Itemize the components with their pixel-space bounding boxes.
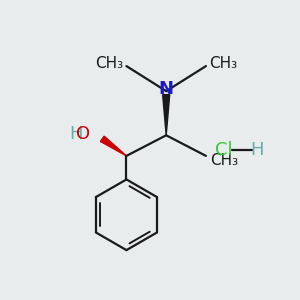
Text: H: H: [69, 125, 83, 143]
Text: CH₃: CH₃: [210, 153, 238, 168]
Text: O: O: [76, 125, 90, 143]
Text: CH₃: CH₃: [209, 56, 237, 70]
Text: N: N: [159, 80, 174, 98]
Text: Cl: Cl: [215, 141, 232, 159]
Polygon shape: [100, 136, 126, 156]
Text: CH₃: CH₃: [95, 56, 124, 70]
Text: H: H: [251, 141, 264, 159]
Polygon shape: [163, 94, 170, 135]
